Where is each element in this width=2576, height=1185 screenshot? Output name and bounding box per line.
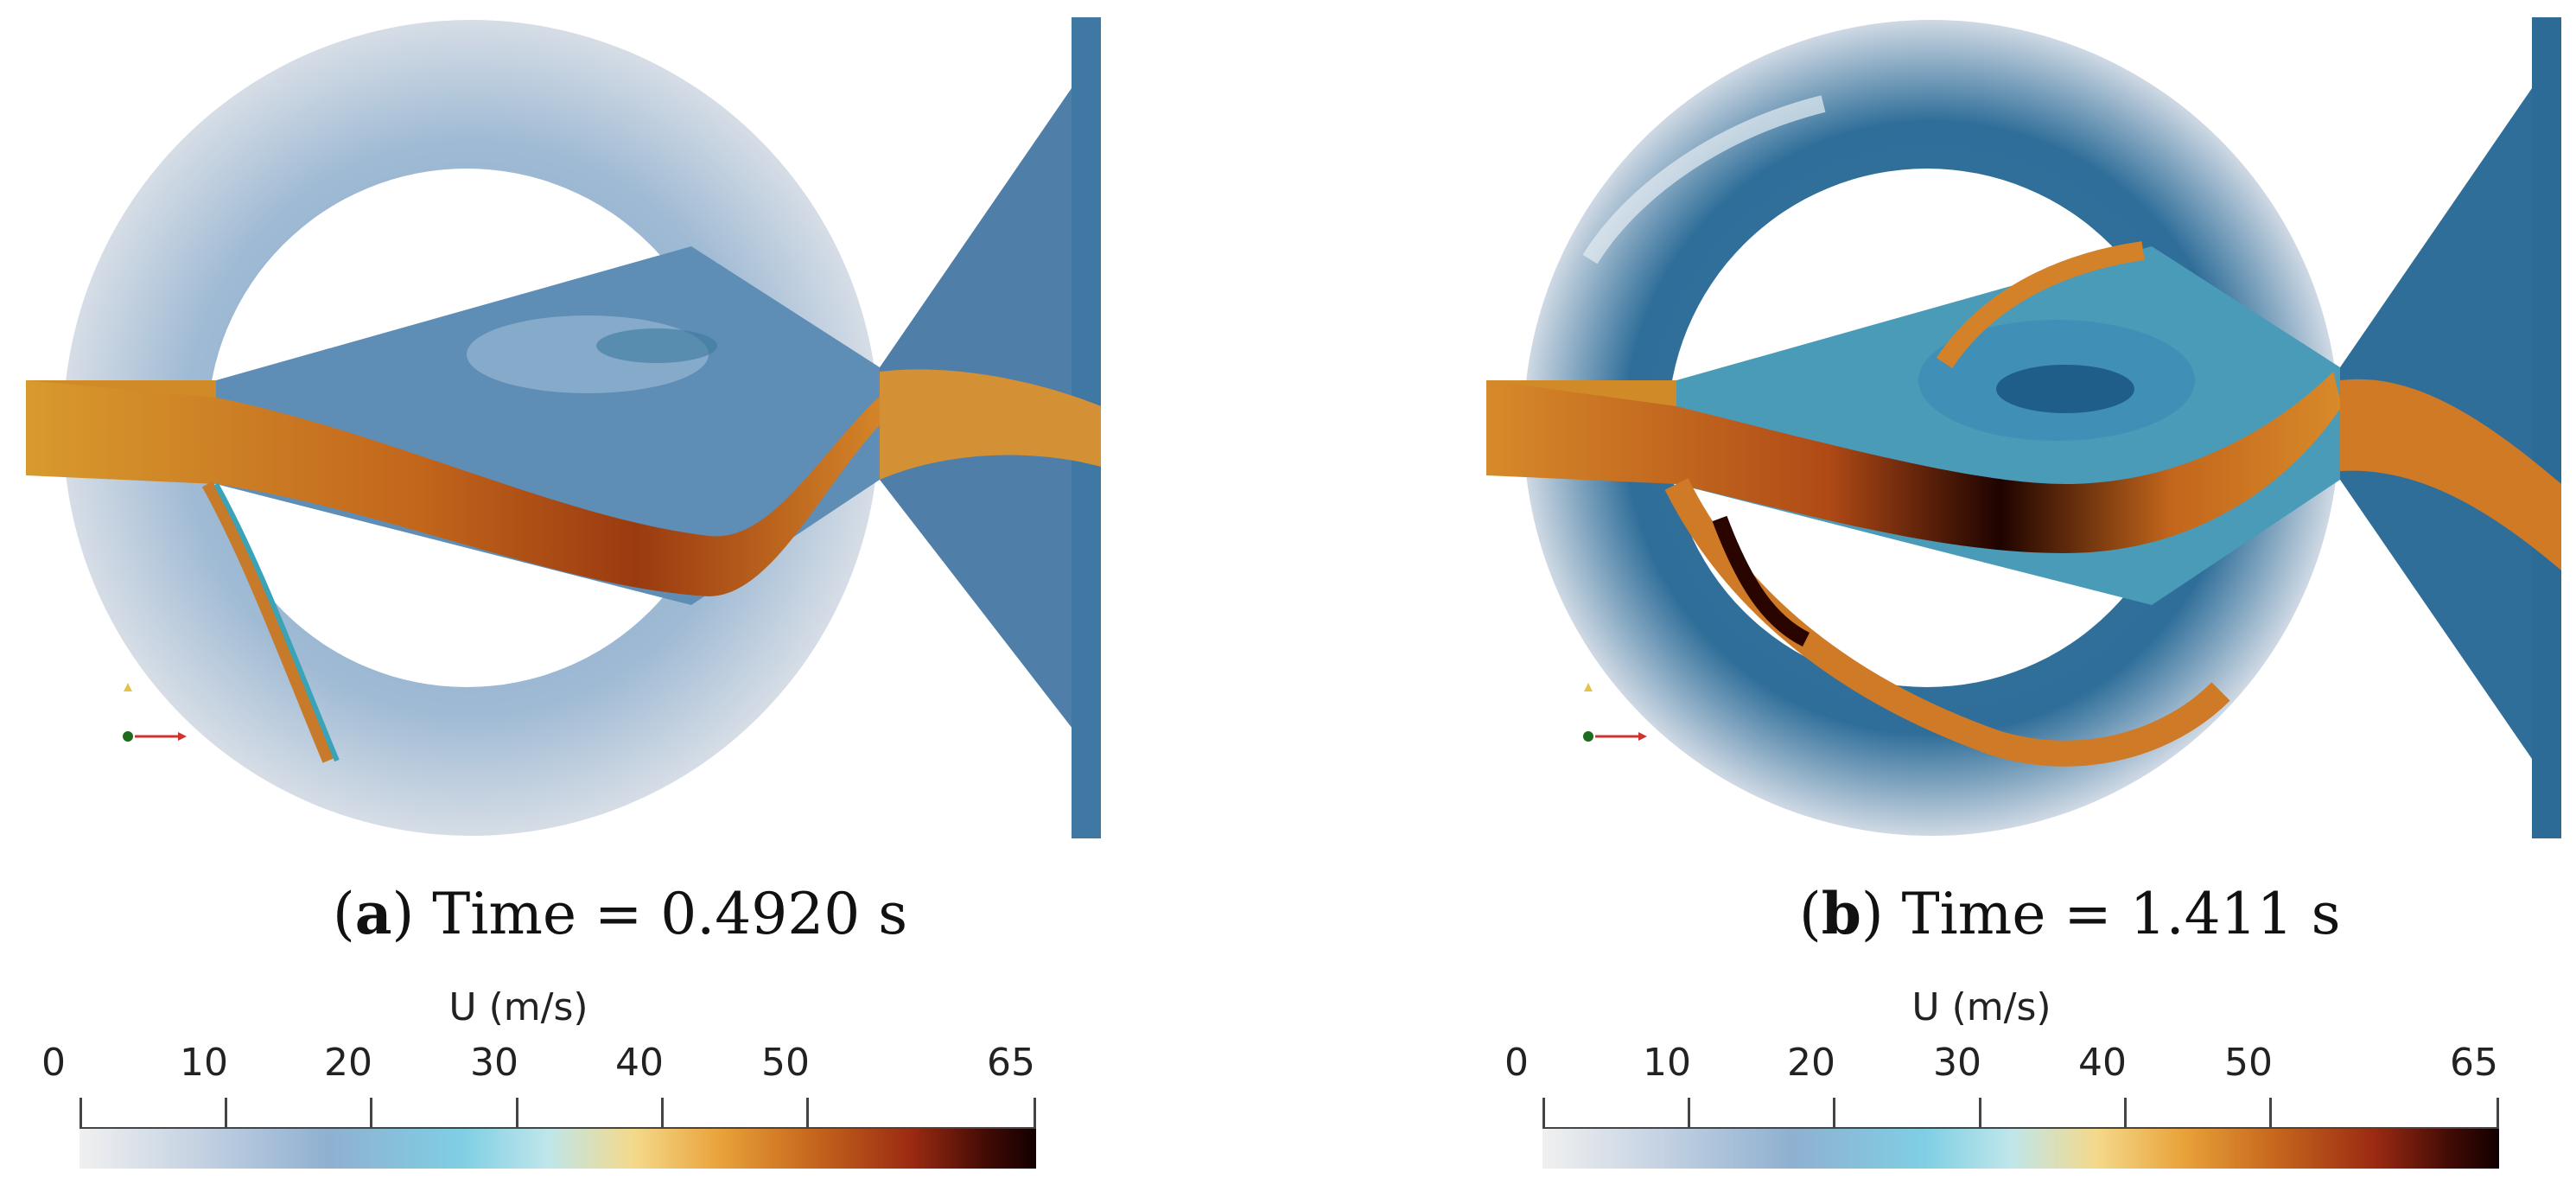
colorbar-a: U (m/s) 0 10 20 30 40 50 65 bbox=[35, 985, 1036, 1185]
tick-label: 10 bbox=[180, 1041, 228, 1085]
colorbar-title: U (m/s) bbox=[1911, 985, 2051, 1029]
tick bbox=[370, 1098, 372, 1131]
tick-label: 10 bbox=[1643, 1041, 1691, 1085]
tick bbox=[1688, 1098, 1690, 1131]
colorbar-gradient bbox=[1542, 1129, 2499, 1169]
jet-stream bbox=[1486, 372, 2342, 553]
tick-label: 20 bbox=[324, 1041, 372, 1085]
tick-label: 30 bbox=[470, 1041, 518, 1085]
jet-stream bbox=[26, 380, 899, 596]
tick-label: 20 bbox=[1787, 1041, 1835, 1085]
tick bbox=[1833, 1098, 1835, 1131]
caption-text: Time = 0.4920 s bbox=[414, 881, 908, 947]
simulation-panel-b bbox=[1460, 0, 2575, 856]
caption-b: (b) Time = 1.411 s bbox=[1799, 880, 2341, 947]
tick-label: 0 bbox=[41, 1041, 66, 1085]
tick bbox=[661, 1098, 664, 1131]
velocity-field-a bbox=[26, 17, 1101, 838]
tick bbox=[225, 1098, 227, 1131]
colorbar-axis-line bbox=[1542, 1127, 2499, 1130]
simulation-panel-a bbox=[0, 0, 1115, 856]
outlet-jet bbox=[880, 369, 1101, 480]
outlet-jet bbox=[2340, 379, 2561, 570]
velocity-field-b bbox=[1486, 17, 2561, 838]
caption-a: (a) Time = 0.4920 s bbox=[333, 880, 908, 947]
tick bbox=[1542, 1098, 1545, 1131]
colorbar-title: U (m/s) bbox=[448, 985, 588, 1029]
tick bbox=[1034, 1098, 1036, 1131]
tick bbox=[1979, 1098, 1981, 1131]
tick bbox=[516, 1098, 518, 1131]
tick-label: 40 bbox=[615, 1041, 664, 1085]
caption-letter: b bbox=[1821, 880, 1861, 947]
tick bbox=[2124, 1098, 2127, 1131]
colorbar-gradient bbox=[80, 1129, 1036, 1169]
tick-label: 40 bbox=[2078, 1041, 2127, 1085]
caption-letter: a bbox=[354, 880, 392, 947]
outlet-duct bbox=[2532, 17, 2561, 838]
colorbar-axis-line bbox=[80, 1127, 1036, 1130]
tick bbox=[80, 1098, 82, 1131]
tick bbox=[2496, 1098, 2499, 1131]
tick-label: 65 bbox=[2450, 1041, 2498, 1085]
tick-label: 30 bbox=[1933, 1041, 1981, 1085]
tick-label: 50 bbox=[2224, 1041, 2273, 1085]
tick-label: 65 bbox=[987, 1041, 1035, 1085]
tick-label: 0 bbox=[1504, 1041, 1529, 1085]
tick-label: 50 bbox=[761, 1041, 810, 1085]
caption-text: Time = 1.411 s bbox=[1883, 881, 2341, 947]
colorbar-b: U (m/s) 0 10 20 30 40 50 65 bbox=[1498, 985, 2499, 1185]
tick bbox=[2269, 1098, 2272, 1131]
tick bbox=[806, 1098, 809, 1131]
